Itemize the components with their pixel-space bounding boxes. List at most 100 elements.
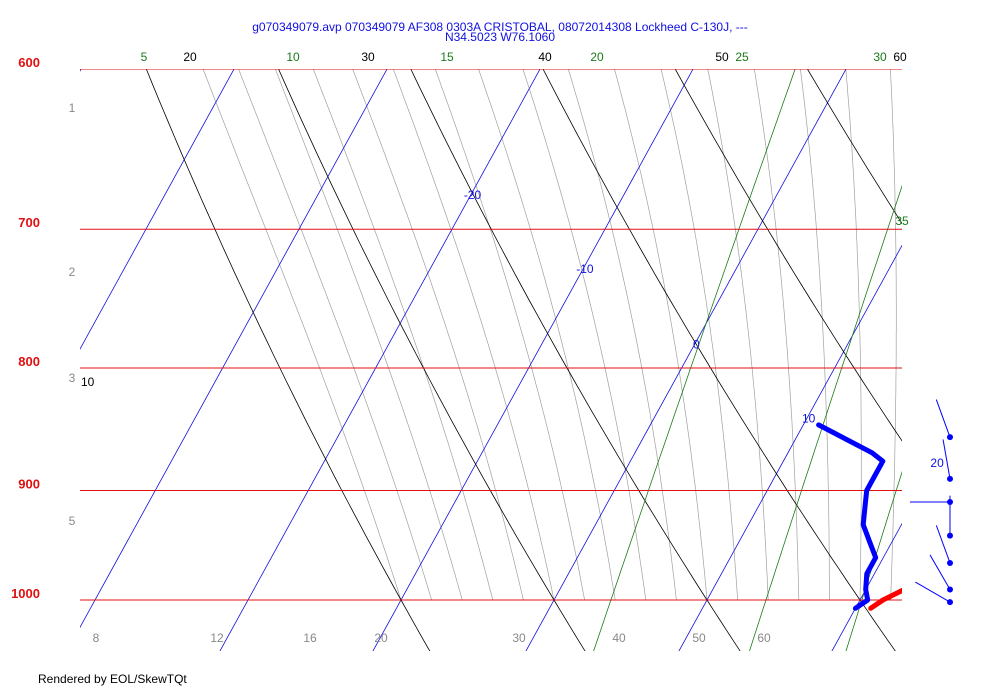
dewpoint-point — [866, 598, 870, 602]
wind-barb-staff — [915, 581, 951, 603]
mixing-ratio-line — [964, 0, 1000, 680]
dry-adiabat-label: 40 — [538, 50, 552, 64]
moist-adiabat-line — [890, 69, 897, 601]
dry-adiabat-label: 30 — [361, 50, 375, 64]
chart-title-line2: N34.5023 W76.1060 — [445, 30, 555, 44]
dry-adiabat-line — [278, 69, 586, 651]
moist-adiabat-line — [238, 69, 432, 601]
mixing-ratio-label: 35 — [895, 214, 909, 228]
dewpoint-point — [870, 451, 874, 455]
dry-adiabat-line — [542, 69, 896, 651]
dewpoint-point — [867, 539, 871, 543]
isotherm-label: -10 — [576, 262, 594, 276]
sounding-traces — [816, 422, 966, 611]
isotherm-label: -20 — [464, 188, 482, 202]
temperature-point — [957, 489, 960, 492]
height-label: 1 — [69, 101, 76, 115]
moist-adiabat-line — [434, 69, 585, 601]
mixing-ratio-label: 25 — [735, 50, 749, 64]
chart-title-line1: g070349079.avp 070349079 AF308 0303A CRI… — [252, 20, 747, 34]
isotherm-line — [372, 69, 694, 651]
moist-adiabat-line — [753, 69, 800, 601]
temperature-trace — [868, 587, 902, 611]
wind-barb-dot — [947, 434, 953, 441]
wind-barb-dot — [947, 586, 953, 593]
wet-bulb-label: 8 — [93, 631, 100, 645]
mixing-ratio-label: 5 — [141, 50, 148, 64]
moist-adiabat-line — [567, 69, 677, 601]
dry-adiabat-label: 60 — [893, 50, 907, 64]
temperature-point — [963, 506, 966, 509]
axis-labels: 600 700 800 900 1000 -20 -10 0 10 20 30 40 20 30 40 50 6… — [11, 50, 944, 645]
wind-barb-staff — [942, 439, 951, 479]
temperature-point — [960, 540, 963, 543]
mixing-ratio-label: 15 — [440, 50, 454, 64]
moist-adiabat-line — [952, 0, 977, 600]
dry-adiabat-label: 20 — [183, 50, 197, 64]
dewpoint-point — [874, 556, 878, 560]
moist-adiabat-line — [800, 69, 830, 600]
height-label: 5 — [69, 514, 76, 528]
dewpoint-point — [874, 471, 878, 475]
isotherm-line — [969, 0, 1000, 680]
isotherm-line — [80, 69, 388, 629]
moist-adiabat-line — [660, 69, 738, 601]
isobar-label: 800 — [18, 354, 40, 369]
grid-lines — [80, 0, 1000, 680]
dry-adiabat-line — [806, 69, 902, 225]
wind-barb-dot — [947, 532, 953, 539]
isotherm-line — [80, 69, 82, 72]
moist-adiabat-line — [522, 69, 647, 601]
isobar-label: 900 — [18, 476, 40, 491]
temperature-point — [869, 606, 873, 610]
temperature-point — [956, 444, 959, 447]
isotherm-line — [80, 69, 235, 350]
mixing-ratio-label: 20 — [590, 50, 604, 64]
height-label: 2 — [69, 265, 76, 279]
wet-bulb-label: 16 — [303, 631, 317, 645]
moist-adiabat-line — [921, 0, 935, 600]
isobar-label: 700 — [18, 215, 40, 230]
wet-bulb-label: 20 — [374, 631, 388, 645]
isotherm-label: 10 — [802, 411, 816, 425]
dewpoint-point — [881, 459, 885, 463]
temperature-point — [961, 523, 964, 526]
moist-adiabat-line — [707, 69, 769, 601]
moist-adiabat-line — [312, 69, 494, 601]
moist-adiabat-line — [845, 69, 862, 601]
wind-barb-dot — [947, 559, 953, 566]
wet-bulb-label: 12 — [210, 631, 224, 645]
isobar-label: 600 — [18, 55, 40, 70]
dry-adiabat-label: 50 — [715, 50, 729, 64]
mixing-ratio-line — [593, 69, 796, 651]
temperature-point — [927, 572, 930, 575]
mixing-ratio-label: 30 — [873, 50, 887, 64]
mixing-ratio-line — [749, 184, 902, 651]
wet-bulb-label: 40 — [612, 631, 626, 645]
moist-adiabat-line — [352, 69, 524, 601]
wet-bulb-label: 60 — [757, 631, 771, 645]
temperature-point — [881, 598, 885, 602]
temperature-point — [943, 556, 946, 559]
isobar-label: 1000 — [11, 586, 40, 601]
isotherm-label: 0 — [693, 337, 700, 351]
mixing-ratio-label: 10 — [286, 50, 300, 64]
wind-barbs — [910, 399, 953, 606]
temperature-point — [902, 588, 905, 591]
isotherm-label: 20 — [930, 456, 944, 470]
wind-barb-staff — [929, 554, 951, 590]
mixing-ratio-line — [845, 470, 902, 651]
wind-barb-dot — [947, 599, 953, 606]
dry-adiabat-line — [410, 69, 741, 651]
dry-adiabat-line — [674, 69, 902, 442]
moist-adiabat-line — [478, 69, 616, 601]
wind-barb-staff — [935, 525, 951, 564]
moist-adiabat-line — [614, 69, 708, 601]
dry-adiabat-line — [896, 0, 1000, 680]
dewpoint-point — [861, 523, 865, 527]
moist-adiabat-line — [202, 69, 402, 601]
temperature-point — [953, 454, 956, 457]
wind-barb-dot — [947, 475, 953, 482]
moist-adiabat-line — [392, 69, 555, 601]
dewpoint-point — [865, 572, 869, 576]
